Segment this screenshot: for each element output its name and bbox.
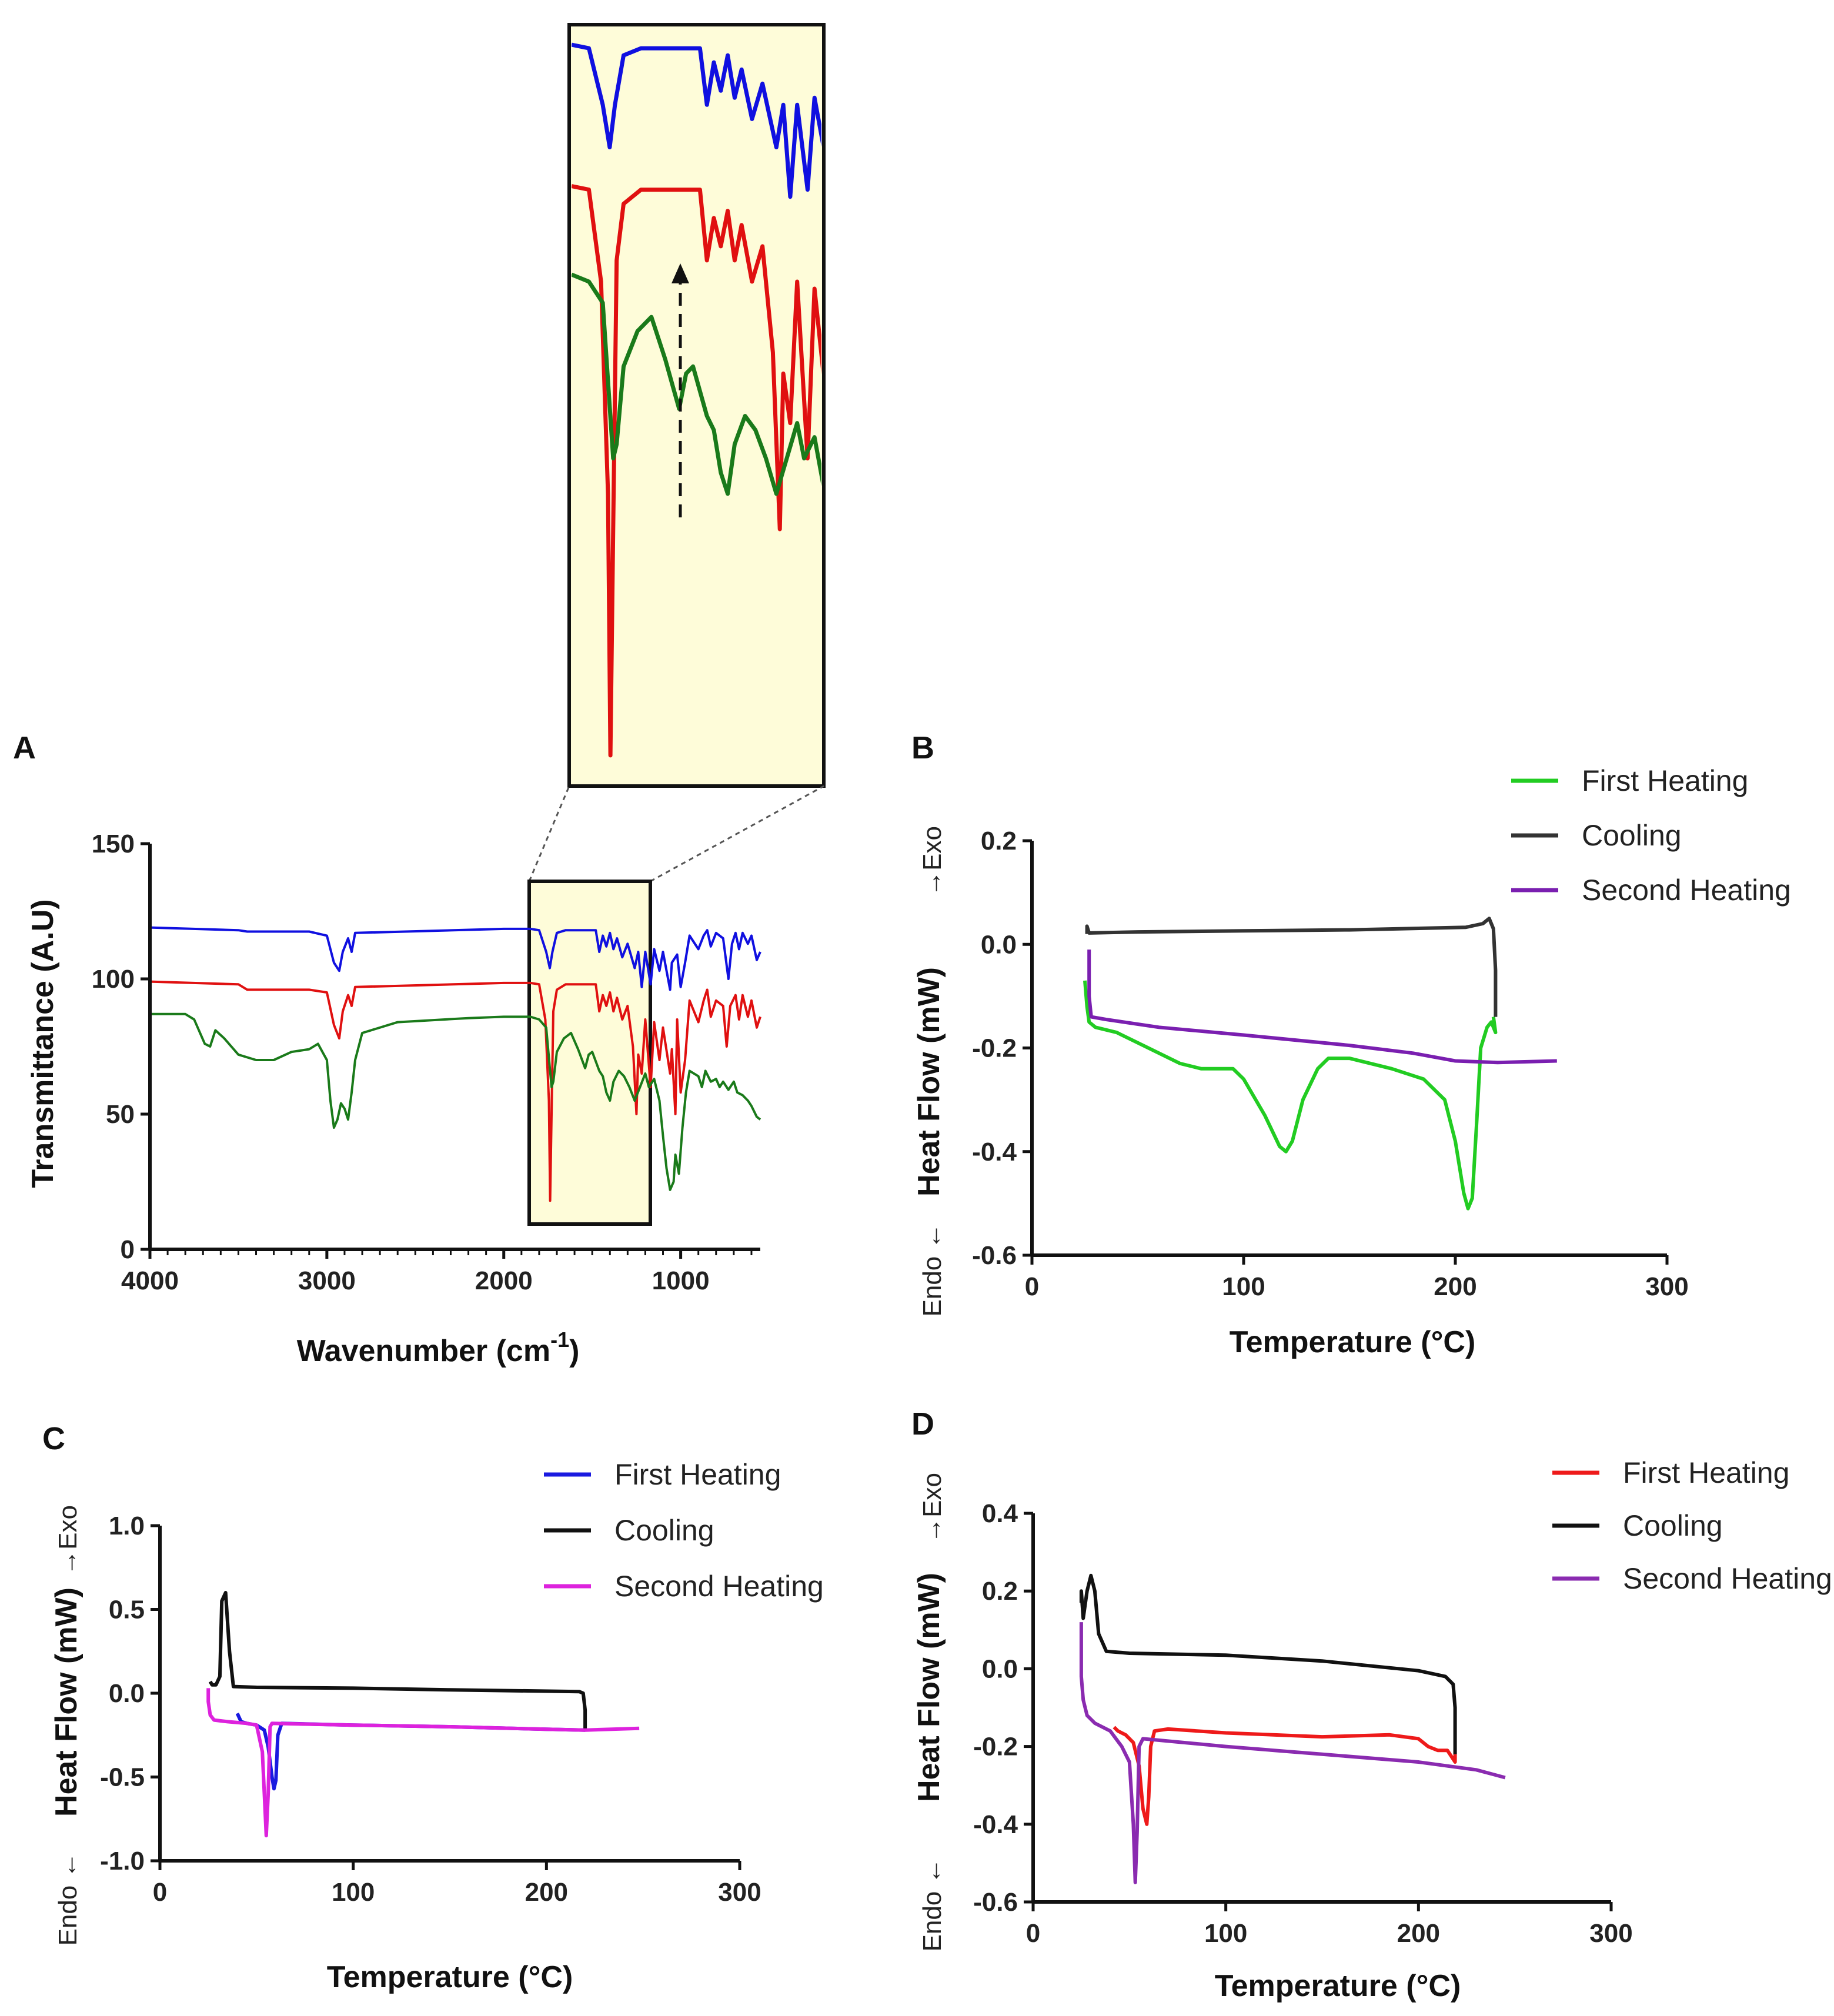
panel-b-series-group <box>1083 917 1557 1211</box>
inset-line-red <box>572 184 821 758</box>
series-line-second-heating <box>1079 1622 1506 1884</box>
zoom-leader-left <box>528 785 570 882</box>
inset-line-green <box>572 272 821 496</box>
x-tick-label: 200 <box>1434 1272 1476 1301</box>
panel-c-legend: First Heating Cooling Second Heating <box>544 1458 824 1603</box>
panel-a-ftir-chart: A 4000 3000 2000 1000 0 50 100 150 Transmittanc… <box>13 23 826 1368</box>
panel-c-endo-label: Endo ← <box>54 1853 82 1946</box>
series-line-blue <box>149 926 761 991</box>
legend-label: Second Heating <box>1582 874 1791 907</box>
legend-label: Cooling <box>1623 1509 1723 1542</box>
panel-b-endo-label: Endo ← <box>918 1223 947 1317</box>
panel-d-axes: 0 100 200 300 -0.6 -0.4 -0.2 0.0 0.2 0.4 <box>973 1499 1633 1948</box>
panel-d-xlabel: Temperature (°C) <box>1215 1969 1461 2003</box>
panel-d-letter: D <box>911 1406 934 1442</box>
legend-label: First Heating <box>614 1458 781 1491</box>
series-line-second-heating <box>206 1688 640 1838</box>
y-tick-label: -0.2 <box>973 1733 1018 1761</box>
panel-d-exo-label: →Exo <box>918 1473 947 1543</box>
x-tick-label: 0 <box>1025 1272 1039 1301</box>
legend-label: Second Heating <box>1623 1562 1832 1595</box>
y-tick-label: 0.2 <box>981 827 1017 855</box>
x-tick-label: 100 <box>332 1878 375 1907</box>
x-tick-label: 200 <box>525 1878 568 1907</box>
x-tick-label: 0 <box>153 1878 167 1907</box>
legend-label: First Heating <box>1582 764 1748 797</box>
y-tick-label: 50 <box>106 1100 135 1129</box>
x-tick-label: 300 <box>1589 1919 1632 1948</box>
panel-c-xlabel: Temperature (°C) <box>327 1960 573 1994</box>
y-tick-label: 1.0 <box>109 1512 145 1540</box>
legend-label: Second Heating <box>614 1570 824 1603</box>
series-line-cooling <box>1085 917 1498 1017</box>
series-line-first-heating <box>1113 1726 1457 1826</box>
x-tick-label: 200 <box>1397 1919 1440 1948</box>
panel-b-xlabel: Temperature (°C) <box>1230 1325 1476 1359</box>
panel-b-exo-label: →Exo <box>918 826 947 897</box>
zoom-leader-right <box>650 785 824 882</box>
series-line-red <box>149 980 761 1202</box>
x-tick-label: 4000 <box>121 1266 179 1295</box>
series-line-first-heating <box>1083 980 1498 1211</box>
y-tick-label: -0.5 <box>100 1763 145 1792</box>
y-tick-label: -1.0 <box>100 1847 145 1875</box>
x-tick-label: 2000 <box>475 1266 533 1295</box>
panel-b-legend: First Heating Cooling Second Heating <box>1511 764 1791 907</box>
panel-b-ylabel: Heat Flow (mW) <box>912 967 946 1196</box>
series-line-cooling <box>1079 1573 1457 1754</box>
x-tick-label: 0 <box>1026 1919 1040 1948</box>
legend-label: Cooling <box>614 1514 714 1547</box>
series-line-second-heating <box>1087 950 1557 1065</box>
y-tick-label: 0.5 <box>109 1596 145 1624</box>
inset-series-group <box>572 42 821 758</box>
panel-b-axes: 0 100 200 300 -0.6 -0.4 -0.2 0.0 0.2 <box>972 827 1689 1301</box>
panel-c-letter: C <box>42 1421 65 1456</box>
panel-d-endo-label: Endo ← <box>918 1858 947 1952</box>
y-tick-label: -0.4 <box>973 1810 1018 1839</box>
inset-line-blue <box>572 42 821 199</box>
panel-b-letter: B <box>911 730 934 765</box>
y-tick-label: 100 <box>92 965 135 994</box>
panel-a-axes: 4000 3000 2000 1000 0 50 100 150 <box>92 830 760 1295</box>
y-tick-label: 0.2 <box>982 1577 1018 1606</box>
y-tick-label: 0 <box>121 1235 135 1264</box>
inset-arrow-head <box>672 263 689 283</box>
y-tick-label: 0.0 <box>981 930 1017 959</box>
panel-c-series-group <box>206 1591 640 1838</box>
y-tick-label: -0.2 <box>972 1034 1017 1063</box>
legend-label: First Heating <box>1623 1456 1789 1489</box>
panel-c-axes: 0 100 200 300 -1.0 -0.5 0.0 0.5 1.0 <box>100 1512 761 1907</box>
x-tick-label: 1000 <box>652 1266 710 1295</box>
y-tick-label: 0.4 <box>982 1499 1018 1528</box>
y-tick-label: 0.0 <box>109 1679 145 1708</box>
y-tick-label: -0.6 <box>972 1241 1017 1270</box>
series-line-cooling <box>208 1591 587 1730</box>
y-tick-label: -0.4 <box>972 1138 1017 1166</box>
panel-b-dsc-chart: B 0 100 200 300 -0.6 -0.4 -0.2 0.0 0.2 Heat Flow… <box>911 730 1791 1359</box>
panel-d-legend: First Heating Cooling Second Heating <box>1552 1456 1832 1595</box>
x-tick-label: 300 <box>718 1878 761 1907</box>
panel-a-xlabel: Wavenumber (cm-1) <box>297 1328 580 1368</box>
panel-a-series-group <box>149 926 761 1202</box>
panel-c-dsc-chart: C 0 100 200 300 -1.0 -0.5 0.0 0.5 1.0 Heat Flow … <box>42 1421 824 1994</box>
y-tick-label: -0.6 <box>973 1888 1018 1917</box>
x-tick-label: 100 <box>1204 1919 1247 1948</box>
panel-d-ylabel: Heat Flow (mW) <box>912 1573 946 1802</box>
x-tick-label: 300 <box>1645 1272 1688 1301</box>
panel-c-ylabel: Heat Flow (mW) <box>49 1587 83 1817</box>
panel-d-dsc-chart: D 0 100 200 300 -0.6 -0.4 -0.2 0.0 0.2 0.4 Heat F… <box>911 1406 1832 2003</box>
x-tick-label: 3000 <box>298 1266 356 1295</box>
y-tick-label: 150 <box>92 830 135 858</box>
series-line-green <box>150 1012 761 1191</box>
legend-label: Cooling <box>1582 819 1682 852</box>
x-tick-label: 100 <box>1222 1272 1265 1301</box>
panel-c-exo-label: →Exo <box>54 1505 82 1576</box>
panel-a-letter: A <box>13 730 36 765</box>
y-tick-label: 0.0 <box>982 1654 1018 1683</box>
inset-plot-area <box>572 42 821 758</box>
panel-d-series-group <box>1079 1573 1506 1884</box>
panel-a-ylabel: Transmittance (A.U) <box>26 899 60 1188</box>
